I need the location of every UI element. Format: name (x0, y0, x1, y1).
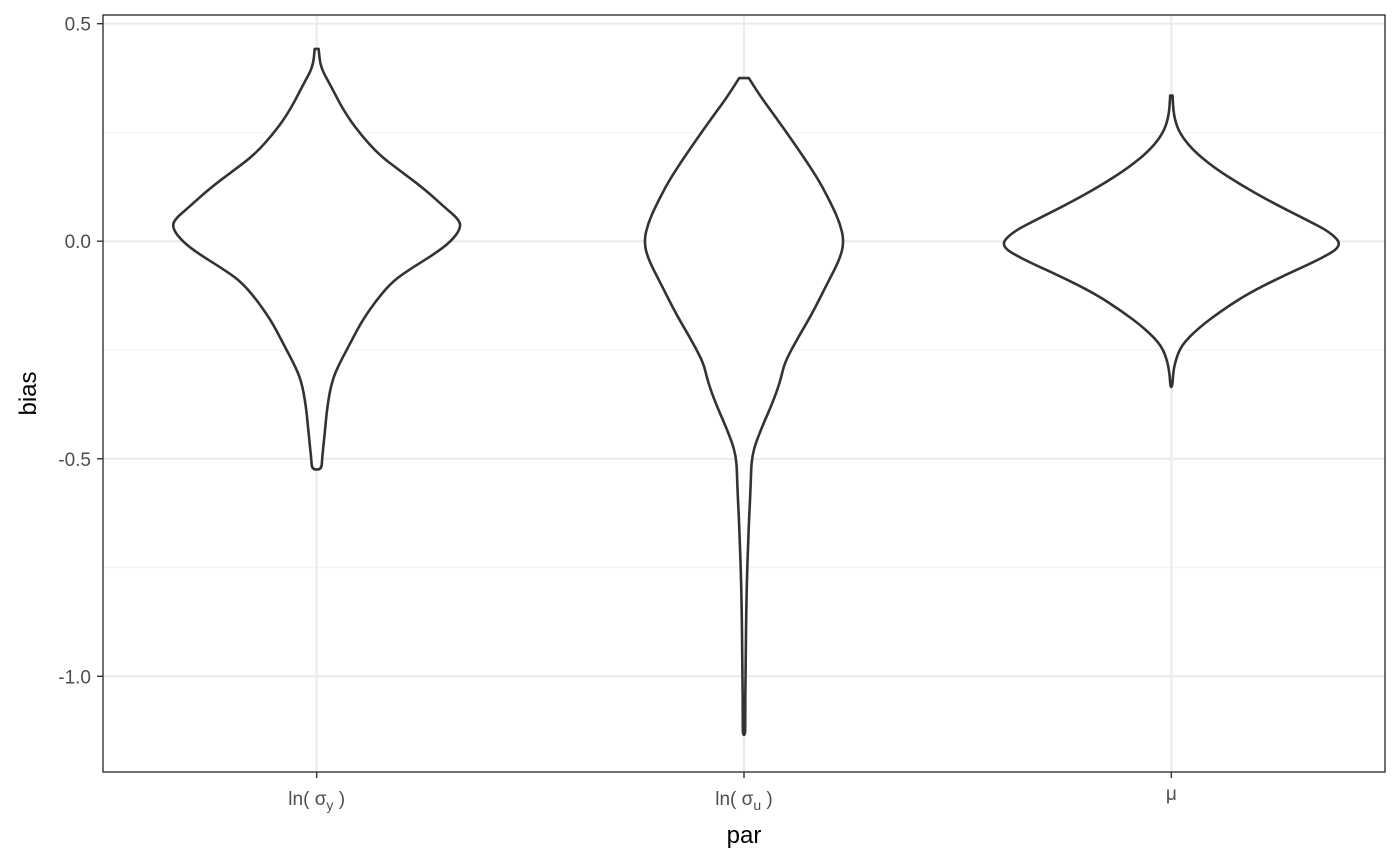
y-tick-label: 0.0 (65, 232, 91, 253)
y-tick-label: 0.5 (65, 15, 91, 36)
y-tick-label: -0.5 (58, 450, 91, 471)
violins (171, 47, 1341, 737)
violin-shape (1002, 94, 1341, 389)
y-tick-label: -1.0 (58, 667, 91, 688)
violin-shape (171, 47, 462, 471)
x-tick-label: ln( σu ) (715, 789, 773, 813)
y-axis-title: bias (15, 371, 42, 415)
x-axis-title: par (727, 822, 762, 849)
axes: -1.0 -0.5 0.0 0.5 ln( σy ) ln( σu ) μ (58, 15, 1177, 813)
violin-shape (643, 76, 845, 737)
x-tick-label: ln( σy ) (288, 789, 345, 813)
x-tick-label: μ (1166, 784, 1177, 805)
